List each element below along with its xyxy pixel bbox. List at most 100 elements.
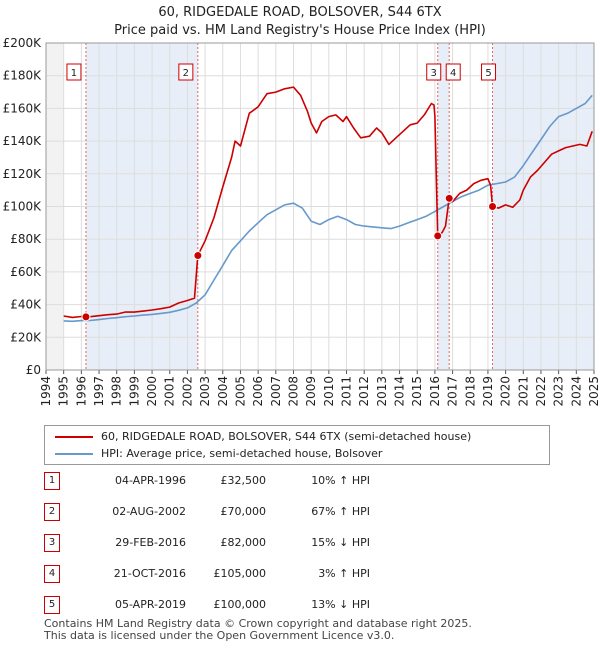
y-tick-label: £80K [10, 232, 42, 246]
sale-point [444, 193, 454, 203]
x-tick-label: 1997 [92, 376, 106, 407]
table-row: 5 05-APR-2019 £100,000 13% ↓ HPI [0, 594, 600, 616]
y-tick-label: £180K [3, 69, 43, 83]
plot-frame [45, 42, 595, 371]
sale-point [81, 312, 91, 322]
footer-line2: This data is licensed under the Open Gov… [44, 629, 395, 642]
sale-hpi-change: 13% ↓ HPI [311, 598, 370, 611]
sale-points [81, 193, 498, 322]
series-line-property [63, 86, 593, 319]
sale-label-text: 5 [485, 68, 491, 79]
sale-labels: 1 2 3 4 5 [66, 63, 497, 81]
sale-label-box [178, 63, 194, 81]
x-tick-label: 2024 [569, 376, 583, 407]
y-tick-label: £120K [3, 167, 43, 181]
sale-label: 3 [426, 63, 442, 81]
x-tick-label: 2008 [286, 376, 300, 407]
sale-hpi-change: 15% ↓ HPI [311, 536, 370, 549]
x-tick-label: 2023 [552, 376, 566, 407]
sale-date: 05-APR-2019 [114, 598, 186, 611]
table-row: 3 29-FEB-2016 £82,000 15% ↓ HPI [0, 532, 600, 554]
sale-price: £105,000 [213, 567, 267, 580]
x-tick-label: 2022 [534, 376, 548, 407]
legend-swatch-property [55, 436, 93, 438]
series-line-hpi [63, 94, 593, 323]
series-lines [63, 86, 593, 323]
x-tick-label: 2009 [304, 376, 318, 407]
sale-price: £82,000 [220, 536, 267, 549]
sale-label-text: 2 [183, 68, 189, 79]
table-row: 4 21-OCT-2016 £105,000 3% ↑ HPI [0, 563, 600, 585]
sale-label: 2 [178, 63, 194, 81]
sale-label-text: 4 [450, 68, 456, 79]
y-tick-label: £140K [3, 134, 43, 148]
legend-item-property: 60, RIDGEDALE ROAD, BOLSOVER, S44 6TX (s… [55, 429, 471, 445]
sale-label-box [66, 63, 82, 81]
sale-label: 1 [66, 63, 82, 81]
sale-date: 21-OCT-2016 [113, 567, 186, 580]
sale-label: 5 [481, 63, 497, 81]
sale-date: 02-AUG-2002 [112, 505, 186, 518]
x-tick-label: 2006 [251, 376, 265, 407]
legend: 60, RIDGEDALE ROAD, BOLSOVER, S44 6TX (s… [44, 425, 550, 465]
sale-hpi-change: 3% ↑ HPI [318, 567, 370, 580]
legend-swatch-hpi [55, 453, 93, 455]
sale-price: £70,000 [220, 505, 267, 518]
x-tick-label: 2003 [198, 376, 212, 407]
sale-date: 29-FEB-2016 [115, 536, 186, 549]
footer-line1: Contains HM Land Registry data © Crown c… [44, 617, 472, 630]
y-tick-label: £100K [3, 200, 43, 214]
legend-label-hpi: HPI: Average price, semi-detached house,… [101, 447, 383, 460]
sale-label: 4 [445, 63, 461, 81]
y-tick-label: £20K [10, 330, 42, 344]
legend-label-property: 60, RIDGEDALE ROAD, BOLSOVER, S44 6TX (s… [101, 430, 472, 443]
x-tick-label: 1998 [110, 376, 124, 407]
sale-price: £32,500 [220, 474, 267, 487]
y-tick-label: £160K [3, 101, 43, 115]
sale-label-box [445, 63, 461, 81]
x-tick-label: 2017 [446, 376, 460, 407]
chart-title-line2: Price paid vs. HM Land Registry's House … [114, 23, 486, 38]
sale-point [488, 202, 498, 211]
sale-hpi-change: 10% ↑ HPI [311, 474, 370, 487]
sale-point [433, 231, 443, 241]
sale-number: 2 [44, 503, 60, 521]
x-tick-label: 2000 [145, 376, 159, 407]
footer: Contains HM Land Registry data © Crown c… [44, 618, 472, 642]
y-tick-label: £40K [10, 298, 42, 312]
sale-label-box [481, 63, 497, 81]
x-tick-label: 1995 [57, 376, 71, 407]
x-tick-label: 2011 [340, 376, 354, 407]
sale-hpi-change: 67% ↑ HPI [311, 505, 370, 518]
sale-date: 04-APR-1996 [114, 474, 186, 487]
x-tick-label: 2001 [163, 376, 177, 407]
legend-item-hpi: HPI: Average price, semi-detached house,… [55, 446, 382, 462]
price-chart: 1 2 3 4 5 £0£20K£40K£60K£80K£100K£120K£140K£… [3, 36, 600, 407]
sale-label-text: 3 [431, 68, 437, 79]
x-tick-label: 2014 [393, 376, 407, 407]
x-tick-label: 1999 [127, 376, 141, 407]
x-tick-label: 2019 [481, 376, 495, 407]
table-row: 2 02-AUG-2002 £70,000 67% ↑ HPI [0, 501, 600, 523]
table-row: 1 04-APR-1996 £32,500 10% ↑ HPI [0, 470, 600, 492]
sale-number: 4 [44, 565, 60, 583]
x-tick-label: 2015 [410, 376, 424, 407]
y-tick-label: £200K [3, 36, 43, 50]
sale-number: 5 [44, 596, 60, 614]
y-tick-label: £0 [26, 363, 41, 377]
x-tick-label: 1994 [39, 376, 53, 407]
chart-title-line1: 60, RIDGEDALE ROAD, BOLSOVER, S44 6TX [158, 5, 442, 20]
sale-price: £100,000 [213, 598, 267, 611]
sale-number: 3 [44, 534, 60, 552]
sale-label-text: 1 [71, 68, 77, 79]
x-tick-label: 2005 [233, 376, 247, 407]
x-tick-label: 2002 [180, 376, 194, 407]
x-tick-label: 2013 [375, 376, 389, 407]
x-tick-label: 2025 [587, 376, 600, 407]
axes: £0 £20K £40K £60K £80K £100K £120K £140K £160K £1… [3, 36, 600, 407]
x-tick-label: 2016 [428, 376, 442, 407]
grid [45, 42, 595, 371]
sale-label-box [426, 63, 442, 81]
x-tick-label: 1996 [74, 376, 88, 407]
x-tick-label: 2018 [463, 376, 477, 407]
